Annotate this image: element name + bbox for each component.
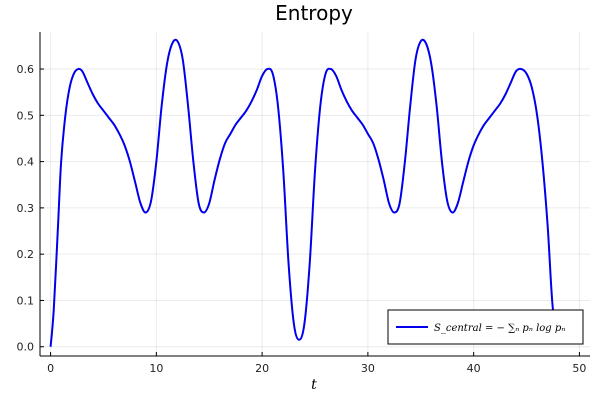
x-tick-label: 50 (572, 362, 586, 375)
axes (39, 32, 590, 357)
tick-labels: 0 10 20 30 40 50 0.0 0.1 0.2 0.3 0.4 0.5 0.6 (17, 63, 587, 375)
entropy-series-line (49, 38, 580, 347)
x-tick-label: 40 (467, 362, 481, 375)
series (49, 38, 580, 347)
x-tick-label: 0 (47, 362, 54, 375)
x-tick-label: 10 (149, 362, 163, 375)
y-tick-label: 0.3 (17, 202, 35, 215)
y-tick-label: 0.4 (17, 156, 35, 169)
y-tick-label: 0.0 (17, 341, 35, 354)
y-tick-label: 0.1 (17, 294, 35, 307)
y-tick-label: 0.6 (17, 63, 35, 76)
legend: S_central = − ∑ₙ pₙ log pₙ (387, 309, 584, 345)
x-tick-label: 30 (361, 362, 375, 375)
y-tick-label: 0.5 (17, 109, 35, 122)
grid-lines (40, 32, 590, 356)
legend-label: S_central = − ∑ₙ pₙ log pₙ (434, 323, 565, 334)
chart-title: Entropy (275, 1, 353, 25)
y-tick-label: 0.2 (17, 248, 35, 261)
x-axis-label: t (311, 377, 317, 393)
x-tick-label: 20 (255, 362, 269, 375)
